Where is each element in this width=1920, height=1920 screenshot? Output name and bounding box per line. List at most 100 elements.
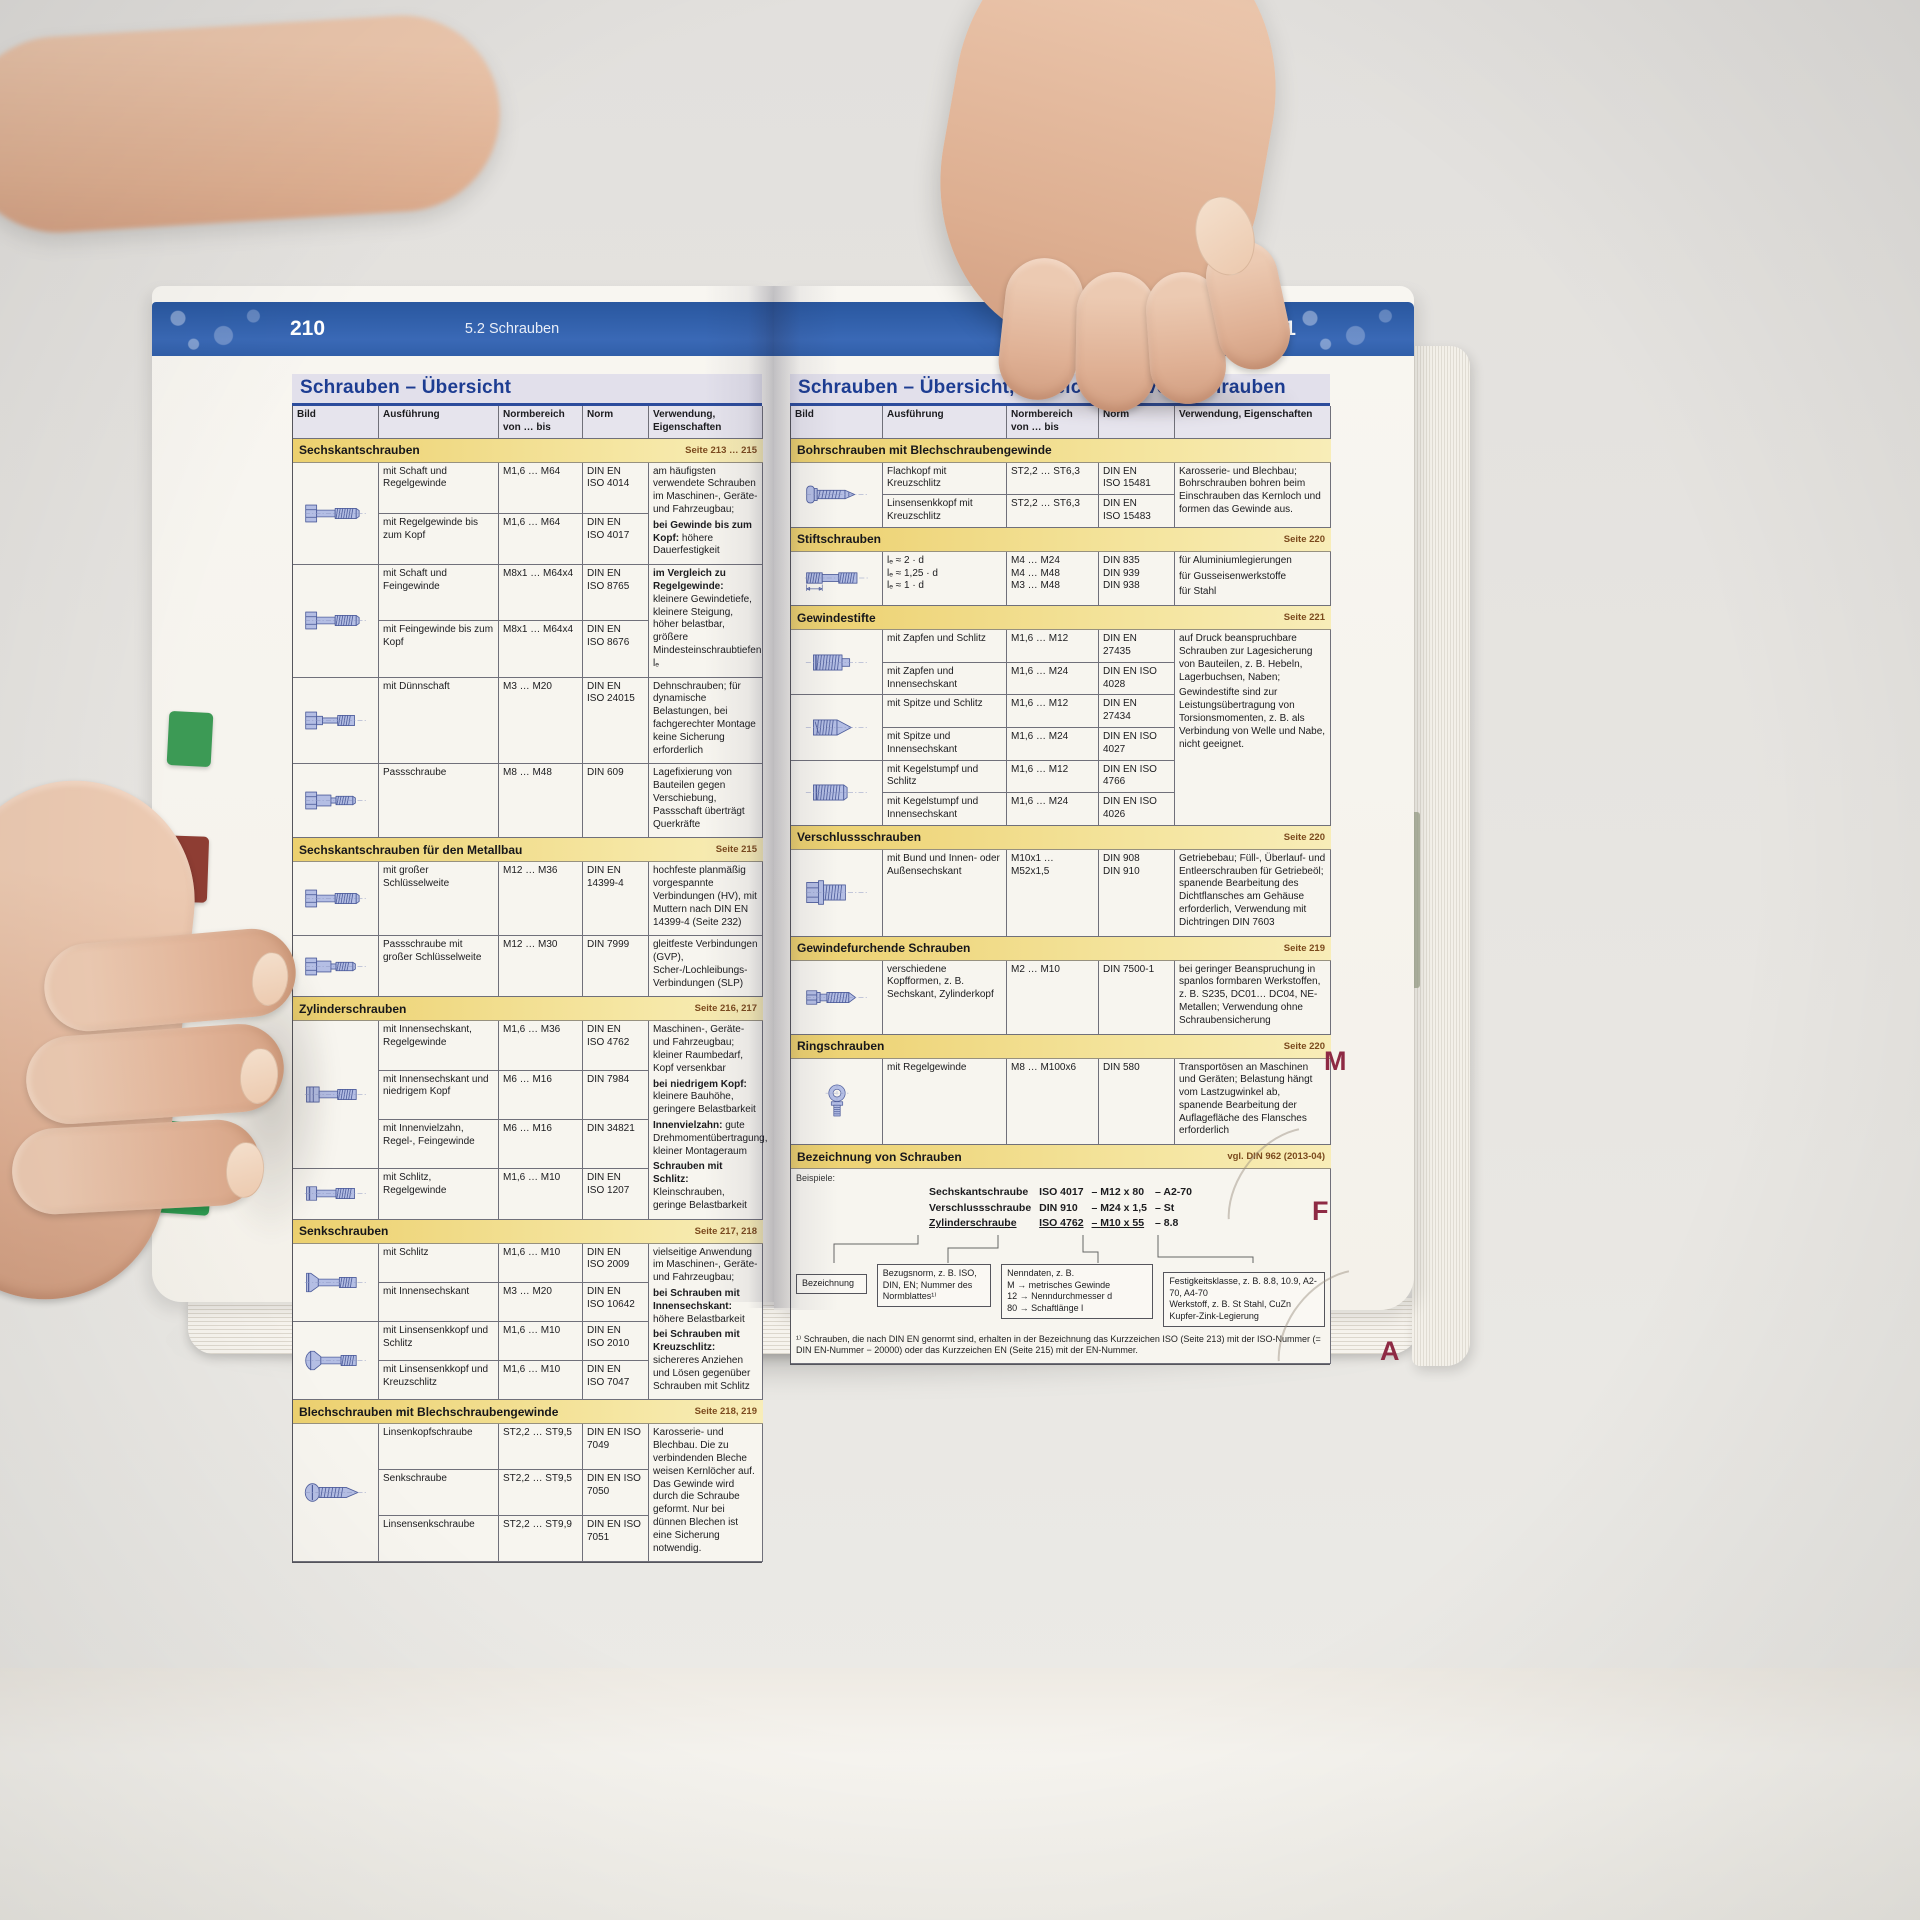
hex-bolt-thin-shaft-icon — [293, 677, 379, 765]
normbereich-cell: M1,6 … M10 — [499, 1243, 583, 1283]
normbereich-cell: M1,6 … M64 — [499, 513, 583, 566]
bezeichnung-area: Beispiele: Sechskantschraube ISO 4017 – M12… — [791, 1169, 1331, 1365]
normbereich-cell: M1,6 … M10 — [499, 1169, 583, 1220]
ausfuehrung-cell: mit Innensechskant und niedrigem Kopf — [379, 1070, 499, 1120]
right-page: 5.2 Schrauben 211 Schrauben – Übersicht,… — [774, 286, 1414, 1366]
normbereich-cell: M3 … M20 — [499, 677, 583, 765]
section-title: Zylinderschrauben — [299, 1001, 407, 1016]
beispiele-label: Beispiele: — [796, 1173, 836, 1184]
norm-cell: DIN EN ISO 2009 — [583, 1243, 649, 1283]
section-title: Verschlussschrauben — [797, 830, 922, 845]
column-header: Ausführung — [883, 406, 1007, 439]
socket-head-screw-icon — [293, 1021, 379, 1170]
example-part: ISO 4017 — [1039, 1185, 1084, 1198]
section-title: Ringschrauben — [797, 1039, 885, 1053]
normbereich-cell: M3 … M20 — [499, 1282, 583, 1323]
section-title: Senkschrauben — [299, 1224, 389, 1239]
section-header: Stiftschrauben Seite 220 — [791, 527, 1331, 552]
ausfuehrung-cell: Flachkopf mit Kreuzschlitz — [883, 462, 1007, 496]
footnote: ¹⁾ Schrauben, die nach DIN EN genormt si… — [796, 1333, 1321, 1356]
section-page-ref: Seite 219 — [1283, 942, 1325, 954]
section-title: Gewindestifte — [797, 610, 876, 625]
section-header: Ringschrauben Seite 220 — [791, 1034, 1331, 1059]
slotted-cheese-head-screw-icon — [293, 1169, 379, 1220]
verwendung-cell: Karosserie- und Blechbau. Die zu verbind… — [649, 1424, 763, 1563]
normbereich-cell: M1,6 … M24 — [1007, 727, 1099, 761]
bezeichnung-box: Festigkeitsklasse, z. B. 8.8, 10.9, A2-7… — [1163, 1272, 1326, 1327]
verwendung-cell: Transportösen an Maschinen und Geräten; … — [1175, 1058, 1331, 1146]
column-header: Verwendung, Eigenschaften — [1175, 406, 1331, 439]
norm-cell: DIN EN ISO 4766 — [1099, 760, 1175, 794]
verwendung-cell: Karosserie- und Blechbau; Bohrschrauben … — [1175, 462, 1331, 528]
section-page-ref: Seite 215 — [715, 844, 757, 856]
normbereich-cell: M8x1 … M64x4 — [499, 565, 583, 622]
raised-countersunk-screw-icon — [293, 1322, 379, 1401]
finger — [1074, 271, 1158, 413]
example-part: – A2-70 — [1155, 1185, 1192, 1198]
ausfuehrung-cell: Linsensenkkopf mit Kreuzschlitz — [883, 495, 1007, 528]
ausfuehrung-cell: mit Bund und Innen- oder Außensechskant — [883, 849, 1007, 937]
section-header: Senkschrauben Seite 217, 218 — [293, 1219, 763, 1244]
verwendung-cell: am häufigsten verwendete Schrauben im Ma… — [649, 462, 763, 566]
bezeichnung-boxes: Bezeichnung Bezugsnorm, z. B. ISO, DIN, E… — [796, 1264, 1326, 1327]
grub-screw-zapfen-icon — [791, 630, 883, 696]
bezeichnung-section-header: Bezeichnung von Schrauben vgl. DIN 962 (2… — [791, 1145, 1331, 1170]
background-arm — [0, 9, 506, 239]
example-part: ISO 4762 — [1039, 1217, 1084, 1230]
example-part: Verschlussschraube — [929, 1201, 1032, 1214]
finger — [9, 1117, 263, 1217]
ausfuehrung-cell: mit Zapfen und Innensechskant — [883, 662, 1007, 696]
normbereich-cell: M2 … M10 — [1007, 960, 1099, 1035]
section-page-ref: Seite 221 — [1283, 612, 1325, 624]
ausfuehrung-cell: mit Innensechskant — [379, 1282, 499, 1323]
section-title: Bohrschrauben mit Blechschraubengewinde — [797, 443, 1052, 458]
normbereich-cell: M1,6 … M12 — [1007, 630, 1099, 663]
left-header-band: 210 5.2 Schrauben — [152, 302, 774, 356]
ausfuehrung-cell: mit Dünnschaft — [379, 677, 499, 765]
norm-cell: DIN EN ISO 2010 — [583, 1322, 649, 1362]
section-header: Gewindestifte Seite 221 — [791, 606, 1331, 631]
eye-bolt-icon — [791, 1058, 883, 1146]
normbereich-cell: M8 … M100x6 — [1007, 1058, 1099, 1146]
norm-cell: DIN 908 DIN 910 — [1099, 849, 1175, 937]
section-page-ref: Seite 220 — [1283, 1040, 1325, 1052]
norm-cell: DIN 835 DIN 939 DIN 938 — [1099, 551, 1175, 607]
bezeichnung-box: Bezeichnung — [796, 1274, 867, 1294]
norm-cell: DIN EN ISO 4762 — [583, 1021, 649, 1071]
normbereich-cell: M12 … M30 — [499, 936, 583, 998]
norm-cell: DIN EN 27434 — [1099, 695, 1175, 728]
section-title: Gewindefurchende Schrauben — [797, 941, 971, 956]
ausfuehrung-cell: Linsensenkschraube — [379, 1516, 499, 1563]
norm-cell: DIN EN ISO 7049 — [583, 1424, 649, 1471]
norm-cell: DIN EN ISO 8765 — [583, 565, 649, 622]
norm-cell: DIN EN 27435 — [1099, 630, 1175, 663]
hex-bolt-fine-icon — [293, 565, 379, 678]
section-title: Sechskantschrauben — [299, 443, 420, 458]
left-page-table: Bild Ausführung Normbereich von … bis Norm V… — [292, 406, 768, 1564]
page-stack-fore-edge — [1406, 346, 1470, 1366]
left-page: 210 5.2 Schrauben Schrauben – Übersicht … — [152, 286, 774, 1564]
ausfuehrung-cell: mit Spitze und Schlitz — [883, 695, 1007, 728]
verwendung-cell: hochfeste planmäßig vorgespannte Verbind… — [649, 862, 763, 937]
normbereich-cell: ST2,2 … ST9,5 — [499, 1424, 583, 1471]
norm-cell: DIN EN ISO 24015 — [583, 677, 649, 765]
normbereich-cell: M12 … M36 — [499, 862, 583, 937]
ausfuehrung-cell: mit Linsensenkkopf und Kreuzschlitz — [379, 1361, 499, 1401]
norm-cell: DIN EN ISO 10642 — [583, 1282, 649, 1323]
normbereich-cell: ST2,2 … ST9,5 — [499, 1470, 583, 1517]
norm-cell: DIN EN ISO 4014 — [583, 462, 649, 514]
left-page-number: 210 — [290, 317, 326, 340]
edge-tab-a: A — [1380, 1336, 1400, 1366]
example-part: Zylinderschraube — [929, 1217, 1017, 1230]
normbereich-cell: M1,6 … M12 — [1007, 695, 1099, 728]
column-header: Norm — [583, 406, 649, 439]
verwendung-cell: auf Druck beanspruchbare Schrauben zur L… — [1175, 630, 1331, 826]
norm-cell: DIN 609 — [583, 764, 649, 839]
ausfuehrung-cell: mit Schlitz — [379, 1243, 499, 1283]
section-title: Blechschrauben mit Blechschraubengewinde — [299, 1404, 559, 1419]
norm-cell: DIN EN ISO 8676 — [583, 621, 649, 678]
ausfuehrung-cell: mit Kegelstumpf und Schlitz — [883, 760, 1007, 794]
verwendung-cell: bei geringer Beanspruchung in spanlos fo… — [1175, 960, 1331, 1035]
